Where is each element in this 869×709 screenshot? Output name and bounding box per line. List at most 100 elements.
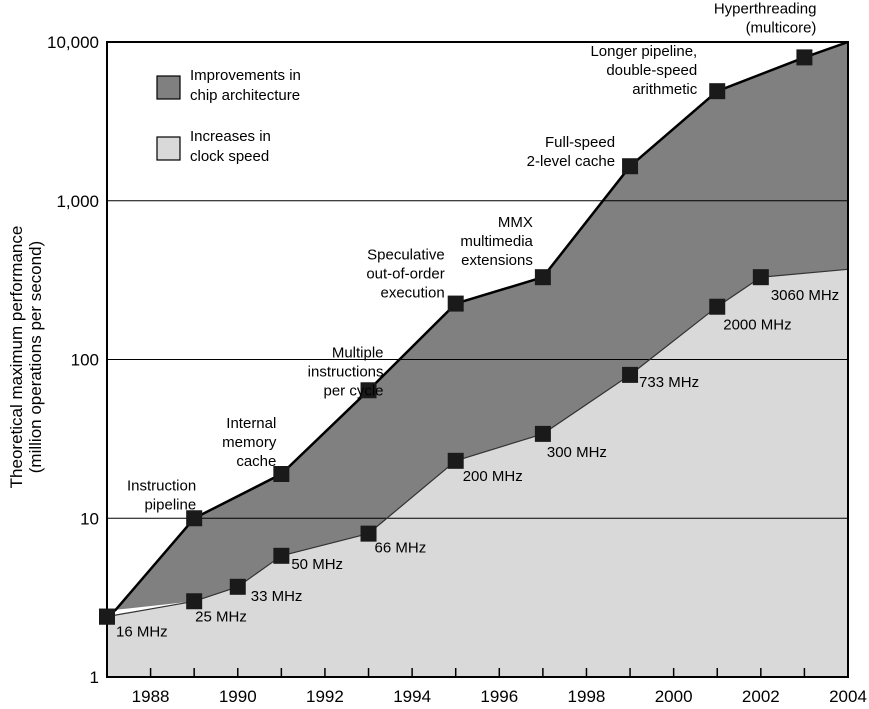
clock-speed-label-0-line: 16 MHz <box>116 624 168 641</box>
x-tick-label: 1998 <box>568 687 606 706</box>
clock-speed-label-0: 16 MHz <box>116 624 168 641</box>
architecture-label-2-line: Internal <box>226 415 276 432</box>
architecture-label-4: Speculative out-of-order execution <box>366 247 444 302</box>
x-tick-label: 1988 <box>132 687 170 706</box>
x-tick-label: 1990 <box>219 687 257 706</box>
x-tick-label: 2002 <box>742 687 780 706</box>
architecture-label-2-line: memory <box>222 434 277 451</box>
architecture-label-6-line: Full-speed <box>545 134 615 151</box>
data-markers <box>99 49 813 625</box>
chart-areas <box>107 42 848 677</box>
architecture-marker <box>447 295 464 312</box>
clock-speed-label-2: 33 MHz <box>251 588 303 605</box>
legend-label-line: Improvements in <box>190 67 301 84</box>
clock-speed-label-5: 200 MHz <box>463 468 523 485</box>
y-axis-title-line-1: Theoretical maximum performance <box>7 225 26 489</box>
architecture-label-4-line: out-of-order <box>366 266 444 283</box>
y-tick-label: 1,000 <box>56 192 99 211</box>
architecture-label-3-line: instructions <box>308 363 384 380</box>
clock-speed-marker <box>186 593 203 610</box>
clock-speed-label-3-line: 50 MHz <box>291 556 343 573</box>
legend-label-line: chip architecture <box>190 87 300 104</box>
clock-speed-marker <box>534 425 551 442</box>
clock-speed-marker <box>709 298 726 315</box>
clock-speed-marker <box>273 547 290 564</box>
architecture-label-1: Instruction pipeline <box>127 477 196 513</box>
y-axis-title-line-2: (million operations per second) <box>26 240 45 474</box>
data-labels: Instruction pipeline Internal memory cache Mu… <box>116 0 839 640</box>
clock-speed-label-2-line: 33 MHz <box>251 588 303 605</box>
architecture-marker <box>622 158 639 175</box>
architecture-label-8-line: Hyperthreading <box>714 0 817 17</box>
clock-speed-label-1: 25 MHz <box>195 608 247 625</box>
architecture-marker <box>186 510 203 527</box>
legend-label-line: clock speed <box>190 148 269 165</box>
architecture-label-3: Multiple instructions per cycle <box>308 344 384 399</box>
gridlines <box>107 200 848 519</box>
legend-label-0: Improvements in chip architecture <box>190 67 301 104</box>
clock-speed-label-4-line: 66 MHz <box>375 540 427 557</box>
clock-speed-label-9: 3060 MHz <box>771 287 839 304</box>
clock-speed-label-7: 733 MHz <box>639 374 699 391</box>
clock-speed-label-1-line: 25 MHz <box>195 608 247 625</box>
x-tick-label: 1992 <box>306 687 344 706</box>
architecture-label-7-line: arithmetic <box>632 81 698 98</box>
clock-speed-label-3: 50 MHz <box>291 556 343 573</box>
architecture-label-4-line: Speculative <box>367 247 445 264</box>
axis-ticks: 1 10 100 1,000 10,000 1988 1990 1992 1994 1996 199… <box>47 33 867 706</box>
architecture-label-5: MMX multimedia extensions <box>460 214 533 269</box>
clock-speed-label-9-line: 3060 MHz <box>771 287 839 304</box>
clock-speed-marker <box>229 578 246 595</box>
architecture-label-6: Full-speed 2-level cache <box>527 134 615 170</box>
clock-speed-marker <box>99 608 115 625</box>
legend-swatch-1 <box>156 136 181 161</box>
clock-speed-label-4: 66 MHz <box>375 540 427 557</box>
architecture-label-5-line: extensions <box>461 252 533 269</box>
clock-speed-label-8: 2000 MHz <box>723 317 791 334</box>
legend-label-line: Increases in <box>190 128 271 145</box>
x-tick-label: 2004 <box>829 687 867 706</box>
clock-speed-label-6-line: 300 MHz <box>547 444 607 461</box>
architecture-label-6-line: 2-level cache <box>527 153 615 170</box>
x-tick-label: 2000 <box>655 687 693 706</box>
clock-speed-label-8-line: 2000 MHz <box>723 317 791 334</box>
architecture-label-3-line: per cycle <box>323 382 383 399</box>
architecture-label-5-line: MMX <box>498 214 533 231</box>
clock-speed-marker <box>360 525 377 542</box>
architecture-label-2: Internal memory cache <box>222 415 277 470</box>
clock-speed-label-6: 300 MHz <box>547 444 607 461</box>
clock-speed-marker <box>752 269 769 286</box>
y-tick-label: 100 <box>71 351 99 370</box>
architecture-label-3-line: Multiple <box>332 344 384 361</box>
architecture-label-1-line: Instruction <box>127 477 196 494</box>
architecture-marker <box>796 49 813 66</box>
architecture-marker <box>360 382 377 399</box>
architecture-area <box>115 42 848 610</box>
architecture-marker <box>709 83 726 100</box>
y-tick-label: 10 <box>80 509 99 528</box>
architecture-label-2-line: cache <box>236 453 276 470</box>
legend: Improvements in chip architecture Increase… <box>156 67 301 165</box>
architecture-label-8-line: (multicore) <box>746 19 817 36</box>
x-tick-label: 1994 <box>393 687 431 706</box>
y-tick-label: 10,000 <box>47 33 99 52</box>
clock-speed-label-5-line: 200 MHz <box>463 468 523 485</box>
architecture-marker <box>534 269 551 286</box>
architecture-label-5-line: multimedia <box>460 233 533 250</box>
architecture-label-4-line: execution <box>380 285 444 302</box>
legend-label-1: Increases in clock speed <box>190 128 271 165</box>
x-tick-label: 1996 <box>480 687 518 706</box>
architecture-label-1-line: pipeline <box>144 496 196 513</box>
clock-speed-area <box>107 269 848 677</box>
legend-swatch-0 <box>156 75 181 100</box>
y-tick-label: 1 <box>90 668 99 687</box>
architecture-label-7-line: Longer pipeline, <box>590 43 697 60</box>
clock-speed-marker <box>447 452 464 469</box>
architecture-marker <box>273 465 290 482</box>
architecture-label-7-line: double-speed <box>606 62 697 79</box>
plot-frame <box>106 41 849 678</box>
clock-speed-label-7-line: 733 MHz <box>639 374 699 391</box>
clock-speed-marker <box>622 366 639 383</box>
architecture-label-8: Hyperthreading (multicore) <box>714 0 817 36</box>
